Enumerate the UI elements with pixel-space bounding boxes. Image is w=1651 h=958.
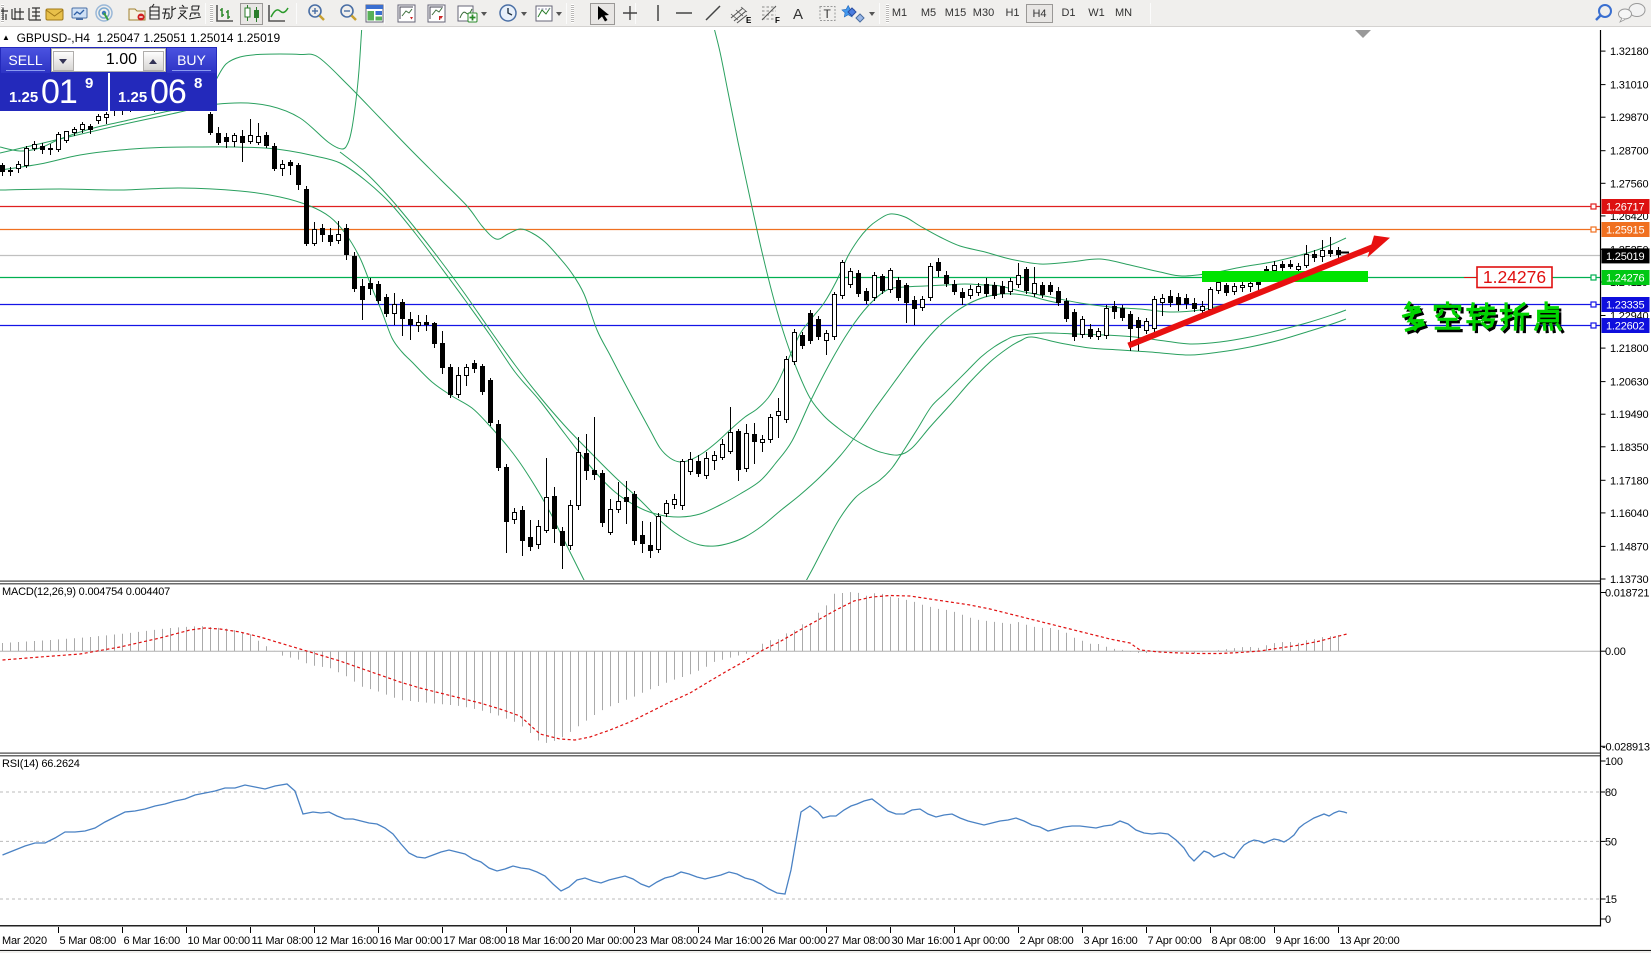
svg-text:1.20630: 1.20630	[1610, 377, 1648, 389]
svg-text:0.00: 0.00	[1605, 646, 1626, 658]
svg-text:5 Mar 08:00: 5 Mar 08:00	[60, 935, 117, 947]
svg-text:30 Mar 16:00: 30 Mar 16:00	[892, 935, 955, 947]
svg-text:0.018721: 0.018721	[1605, 588, 1649, 600]
svg-text:16 Mar 00:00: 16 Mar 00:00	[380, 935, 443, 947]
svg-text:1.27560: 1.27560	[1610, 178, 1648, 190]
svg-text:10 Mar 00:00: 10 Mar 00:00	[188, 935, 251, 947]
svg-text:1.13730: 1.13730	[1610, 574, 1648, 586]
svg-text:A: A	[793, 6, 803, 23]
svg-text:100: 100	[1605, 756, 1623, 768]
svg-text:6 Mar 16:00: 6 Mar 16:00	[124, 935, 181, 947]
svg-text:7 Apr 00:00: 7 Apr 00:00	[1148, 935, 1202, 947]
svg-text:1.25915: 1.25915	[1606, 225, 1644, 237]
svg-text:1.14870: 1.14870	[1610, 541, 1648, 553]
svg-text:T: T	[824, 7, 832, 21]
svg-text:1.23335: 1.23335	[1606, 300, 1644, 312]
svg-text:1.19490: 1.19490	[1610, 409, 1648, 421]
svg-text:1.18350: 1.18350	[1610, 442, 1648, 454]
svg-text:-0.028913: -0.028913	[1602, 741, 1650, 753]
svg-text:Mar 2020: Mar 2020	[2, 935, 47, 947]
svg-text:11 Mar 08:00: 11 Mar 08:00	[252, 935, 314, 947]
svg-text:1.29870: 1.29870	[1610, 112, 1648, 124]
svg-text:1.25019: 1.25019	[1606, 251, 1644, 263]
svg-text:23 Mar 08:00: 23 Mar 08:00	[636, 935, 699, 947]
svg-text:1 Apr 00:00: 1 Apr 00:00	[956, 935, 1010, 947]
svg-text:1.24276: 1.24276	[1606, 273, 1644, 285]
svg-text:E: E	[746, 16, 752, 25]
svg-text:18 Mar 16:00: 18 Mar 16:00	[508, 935, 571, 947]
svg-text:1.21800: 1.21800	[1610, 343, 1648, 355]
svg-text:1.16040: 1.16040	[1610, 508, 1648, 520]
svg-text:1.28700: 1.28700	[1610, 146, 1648, 158]
svg-text:17 Mar 08:00: 17 Mar 08:00	[444, 935, 507, 947]
svg-text:RSI(14) 66.2624: RSI(14) 66.2624	[2, 758, 80, 770]
svg-text:MACD(12,26,9) 0.004754 0.00440: MACD(12,26,9) 0.004754 0.004407	[2, 586, 170, 598]
svg-text:13 Apr 20:00: 13 Apr 20:00	[1340, 935, 1400, 947]
svg-text:20 Mar 00:00: 20 Mar 00:00	[572, 935, 635, 947]
svg-text:F: F	[775, 16, 780, 25]
svg-text:26 Mar 00:00: 26 Mar 00:00	[764, 935, 827, 947]
svg-text:50: 50	[1605, 836, 1617, 848]
svg-text:1.22602: 1.22602	[1606, 321, 1644, 333]
svg-text:15: 15	[1605, 894, 1617, 906]
svg-text:1.26717: 1.26717	[1606, 202, 1644, 214]
svg-text:1.31010: 1.31010	[1610, 80, 1648, 92]
svg-text:3 Apr 16:00: 3 Apr 16:00	[1084, 935, 1138, 947]
svg-text:12 Mar 16:00: 12 Mar 16:00	[316, 935, 379, 947]
svg-text:80: 80	[1605, 787, 1617, 799]
svg-text:0: 0	[1605, 914, 1611, 926]
svg-text:2 Apr 08:00: 2 Apr 08:00	[1020, 935, 1074, 947]
svg-text:27 Mar 08:00: 27 Mar 08:00	[828, 935, 891, 947]
svg-text:1.32180: 1.32180	[1610, 46, 1648, 58]
svg-text:1.24276: 1.24276	[1483, 267, 1546, 287]
svg-text:24 Mar 16:00: 24 Mar 16:00	[700, 935, 763, 947]
svg-text:8 Apr 08:00: 8 Apr 08:00	[1212, 935, 1266, 947]
svg-text:1.17180: 1.17180	[1610, 475, 1648, 487]
svg-text:9 Apr 16:00: 9 Apr 16:00	[1276, 935, 1330, 947]
